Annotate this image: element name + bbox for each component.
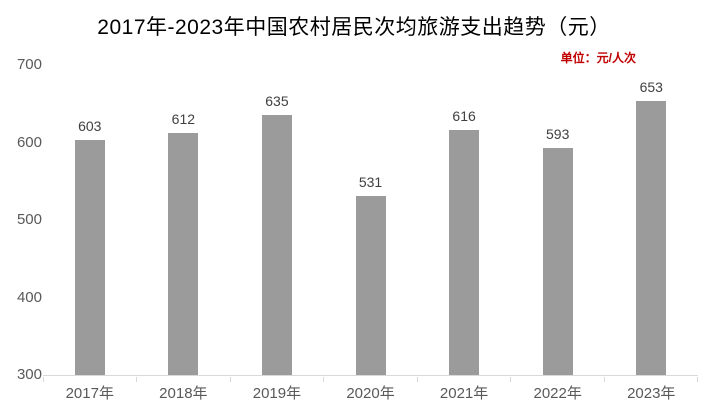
x-tick-cell — [136, 376, 229, 382]
y-tick-400: 400 — [16, 288, 42, 306]
y-tick-500: 500 — [16, 211, 42, 228]
y-axis: 700 600 500 400 300 — [0, 0, 42, 418]
bar-2023 — [636, 101, 667, 375]
bar-column-2023: 653 — [604, 65, 698, 375]
bar-value-label-2018: 612 — [171, 111, 196, 128]
bar-column-2021: 616 — [417, 65, 511, 375]
x-tick-cell — [323, 376, 416, 382]
bar-value-label-2017: 603 — [78, 118, 102, 135]
bar-value-label-2021: 616 — [452, 108, 476, 125]
bar-column-2020: 531 — [324, 65, 418, 375]
x-axis-ticks — [43, 376, 698, 382]
x-label-2023: 2023年 — [627, 385, 676, 402]
y-tick-600: 600 — [16, 133, 42, 151]
bar-column-2018: 612 — [137, 65, 231, 375]
bar-value-label-2022: 593 — [545, 125, 570, 142]
y-tick-700: 700 — [16, 56, 42, 73]
x-label-2020: 2020年 — [346, 385, 395, 402]
y-tick-300: 300 — [16, 366, 42, 383]
chart-title: 2017年-2023年中国农村居民次均旅游支出趋势（元） — [97, 16, 611, 39]
bar-value-label-2023: 653 — [639, 79, 663, 96]
bar-2020 — [355, 195, 386, 375]
x-label-2019: 2019年 — [252, 385, 302, 402]
plot-area: 603 612 635 531 616 593 653 — [43, 65, 698, 376]
bar-column-2022: 593 — [511, 65, 605, 375]
unit-label: 单位：元/人次 — [560, 51, 636, 65]
bar-2019 — [261, 115, 292, 375]
bar-2022 — [542, 147, 573, 375]
x-tick-cell — [416, 376, 510, 382]
bar-2021 — [449, 130, 480, 375]
bar-column-2019: 635 — [230, 65, 324, 375]
bar-2017 — [74, 140, 105, 375]
x-label-2018: 2018年 — [159, 385, 208, 402]
x-tick-cell — [43, 376, 136, 382]
x-tick-cell — [229, 376, 323, 382]
x-tick-cell — [510, 376, 603, 382]
bar-value-label-2019: 635 — [265, 93, 289, 110]
x-tick-cell — [603, 376, 698, 382]
bar-value-label-2020: 531 — [358, 173, 383, 190]
bar-2018 — [168, 133, 199, 375]
x-label-2021: 2021年 — [439, 385, 489, 402]
x-label-2022: 2022年 — [533, 385, 582, 402]
x-label-2017: 2017年 — [65, 385, 114, 402]
bar-column-2017: 603 — [43, 65, 137, 375]
x-axis-labels: 2017年 2018年 2019年 2020年 2021年 2022年 2023… — [43, 384, 698, 404]
